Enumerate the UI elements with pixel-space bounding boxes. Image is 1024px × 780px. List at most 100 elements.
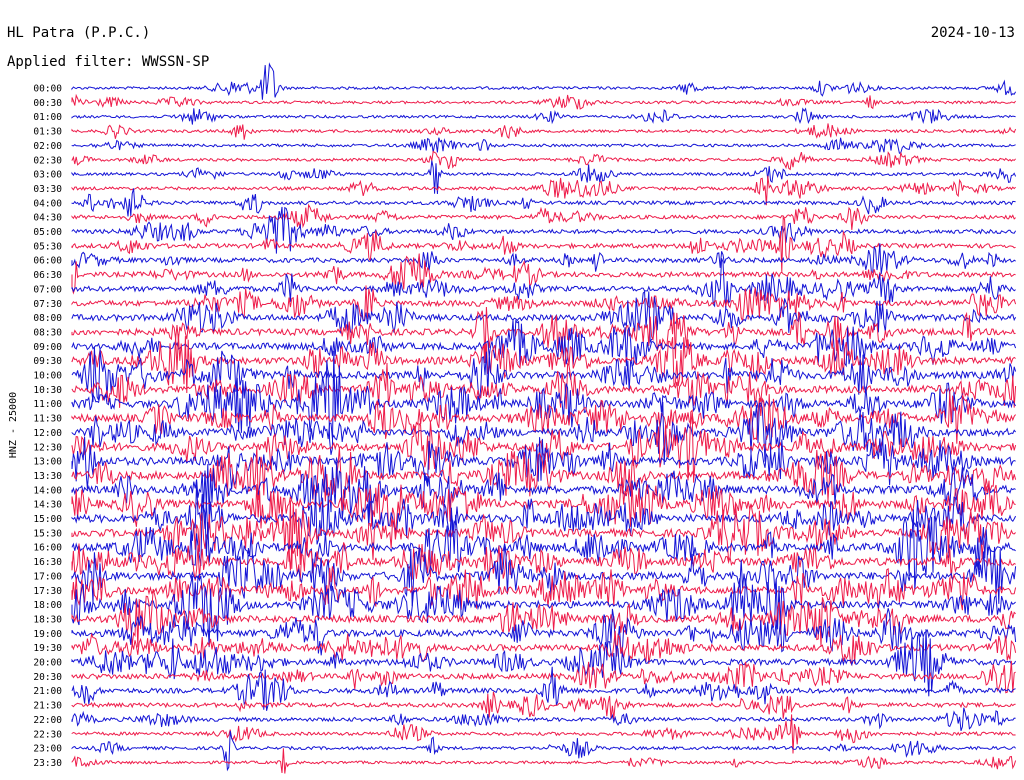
trace-row-11 (71, 216, 1016, 272)
row-tick-label: 04:00 (33, 198, 62, 209)
trace-row-29 (71, 477, 1016, 536)
trace-row-14 (71, 258, 1016, 309)
row-tick-label: 00:00 (33, 84, 62, 95)
row-tick-label: 17:30 (33, 586, 62, 597)
trace-row-9 (71, 203, 1016, 230)
filter-label: Applied filter: WWSSN-SP (7, 54, 209, 70)
trace-row-44 (71, 707, 1016, 731)
row-tick-label: 09:00 (33, 342, 62, 353)
row-tick-label: 14:30 (33, 500, 62, 511)
trace-row-38 (71, 608, 1017, 661)
row-tick-label: 21:00 (33, 686, 62, 697)
trace-row-42 (71, 666, 1016, 711)
row-tick-label: 15:30 (33, 528, 62, 539)
trace-row-8 (71, 188, 1016, 217)
trace-row-41 (71, 660, 1016, 694)
row-tick-label: 22:30 (33, 729, 62, 740)
row-tick-label: 03:00 (33, 170, 62, 181)
row-tick-label: 02:00 (33, 141, 62, 152)
trace-row-17 (71, 306, 1016, 360)
trace-row-35 (71, 566, 1017, 611)
trace-row-47 (71, 748, 1017, 774)
row-tick-label: 05:30 (33, 241, 62, 252)
row-tick-label: 02:30 (33, 155, 62, 166)
row-tick-label: 23:30 (33, 758, 62, 769)
trace-row-16 (71, 290, 1017, 344)
row-tick-label: 11:00 (33, 399, 62, 410)
row-tick-label: 16:30 (33, 557, 62, 568)
trace-row-39 (71, 630, 1017, 667)
trace-row-23 (71, 391, 1016, 444)
trace-row-12 (71, 243, 1016, 274)
row-tick-label: 09:30 (33, 356, 62, 367)
trace-row-24 (71, 401, 1016, 465)
row-tick-labels: 00:00 00:30 01:00 01:30 02:00 02:30 03:00 03:30… (33, 84, 62, 769)
trace-row-21 (71, 362, 1017, 410)
row-tick-label: 08:30 (33, 327, 62, 338)
row-tick-label: 13:00 (33, 457, 62, 468)
trace-row-30 (71, 481, 1017, 545)
station-title: HL Patra (P.P.C.) (7, 25, 150, 41)
row-tick-label: 19:00 (33, 629, 62, 640)
row-tick-label: 20:30 (33, 672, 62, 683)
trace-row-27 (71, 446, 1017, 515)
row-tick-label: 08:00 (33, 313, 62, 324)
trace-row-5 (71, 150, 1016, 171)
trace-row-45 (71, 714, 1016, 754)
trace-row-32 (71, 504, 1016, 591)
trace-row-13 (71, 253, 1016, 295)
row-tick-label: 15:00 (33, 514, 62, 525)
trace-row-22 (71, 350, 1017, 455)
trace-row-40 (71, 629, 1017, 697)
trace-row-20 (71, 346, 1017, 403)
row-tick-label: 20:00 (33, 658, 62, 669)
row-tick-label: 07:30 (33, 299, 62, 310)
row-tick-label: 05:00 (33, 227, 62, 238)
row-tick-label: 18:30 (33, 614, 62, 625)
row-tick-label: 06:00 (33, 256, 62, 267)
trace-row-2 (71, 107, 1016, 125)
trace-row-3 (71, 123, 1017, 140)
trace-row-46 (71, 730, 1016, 772)
row-tick-label: 17:00 (33, 571, 62, 582)
channel-label: HNZ - 25000 (8, 392, 19, 458)
date-label: 2024-10-13 (931, 25, 1015, 41)
trace-row-37 (71, 588, 1016, 648)
row-tick-label: 14:00 (33, 485, 62, 496)
row-tick-label: 10:00 (33, 371, 62, 382)
row-tick-label: 22:00 (33, 715, 62, 726)
trace-row-26 (71, 435, 1016, 490)
trace-row-0 (71, 62, 1017, 100)
row-tick-label: 19:30 (33, 643, 62, 654)
row-tick-label: 11:30 (33, 414, 62, 425)
trace-row-36 (71, 575, 1016, 648)
row-tick-label: 10:30 (33, 385, 62, 396)
row-tick-label: 07:00 (33, 284, 62, 295)
row-tick-label: 06:30 (33, 270, 62, 281)
trace-row-1 (71, 93, 1017, 110)
row-tick-label: 21:30 (33, 701, 62, 712)
row-tick-label: 13:30 (33, 471, 62, 482)
trace-row-43 (71, 691, 1016, 720)
trace-row-4 (71, 137, 1016, 154)
row-tick-label: 04:30 (33, 213, 62, 224)
trace-row-31 (71, 500, 1016, 569)
trace-row-34 (71, 545, 1017, 607)
row-tick-label: 18:00 (33, 600, 62, 611)
row-tick-label: 01:30 (33, 127, 62, 138)
row-tick-label: 12:30 (33, 442, 62, 453)
trace-row-33 (71, 542, 1016, 582)
trace-row-28 (71, 461, 1016, 524)
row-tick-label: 12:00 (33, 428, 62, 439)
row-tick-label: 23:00 (33, 744, 62, 755)
seismic-traces (71, 62, 1017, 774)
trace-row-6 (71, 160, 1017, 195)
row-tick-label: 16:00 (33, 543, 62, 554)
trace-row-10 (71, 206, 1017, 254)
row-tick-label: 03:30 (33, 184, 62, 195)
trace-row-7 (71, 175, 1016, 206)
trace-row-15 (71, 285, 1017, 323)
row-tick-label: 00:30 (33, 98, 62, 109)
row-tick-label: 01:00 (33, 112, 62, 123)
